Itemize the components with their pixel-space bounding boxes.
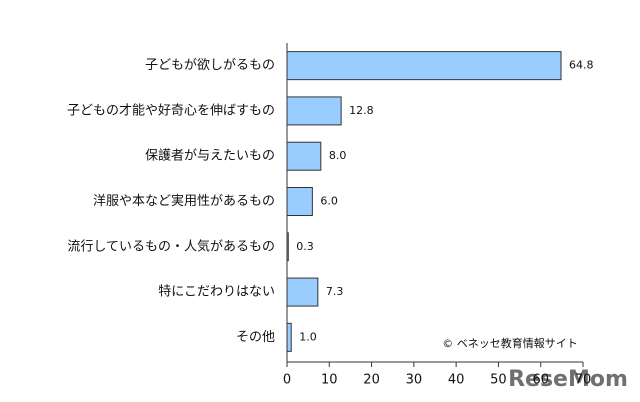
y-tick-label: 流行しているもの・人気があるもの: [67, 238, 275, 254]
value-label: 64.8: [569, 59, 594, 72]
x-tick-label: 60: [532, 373, 549, 388]
bar: [286, 322, 292, 352]
value-label: 6.0: [320, 195, 338, 208]
bar: [286, 51, 562, 81]
value-label: 0.3: [296, 240, 314, 253]
bar: [286, 232, 289, 262]
x-tick-label: 70: [575, 373, 592, 388]
y-tick-label: 子どもの才能や好奇心を伸ばすもの: [67, 102, 275, 118]
watermark: ReseMom: [508, 367, 628, 392]
bar: [286, 96, 342, 126]
value-label: 7.3: [326, 285, 344, 298]
y-tick-label: その他: [236, 330, 275, 345]
copyright: © ベネッセ教育情報サイト: [442, 336, 578, 350]
value-label: 12.8: [349, 104, 374, 117]
value-label: 8.0: [329, 149, 347, 162]
x-tick-label: 50: [490, 373, 507, 388]
x-tick-label: 30: [406, 373, 423, 388]
x-tick-label: 10: [321, 373, 338, 388]
y-tick-label: 洋服や本など実用性があるもの: [93, 193, 275, 209]
bar: [286, 277, 319, 307]
y-tick-label: 保護者が与えたいもの: [145, 148, 275, 164]
bar: [286, 141, 322, 171]
x-tick-label: 0: [283, 373, 291, 388]
x-tick-label: 20: [363, 373, 380, 388]
y-tick-label: 子どもが欲しがるもの: [145, 57, 275, 73]
bar: [286, 187, 313, 216]
y-tick-label: 特にこだわりはない: [158, 285, 275, 300]
x-tick-label: 40: [448, 373, 465, 388]
value-label: 1.0: [299, 330, 317, 343]
